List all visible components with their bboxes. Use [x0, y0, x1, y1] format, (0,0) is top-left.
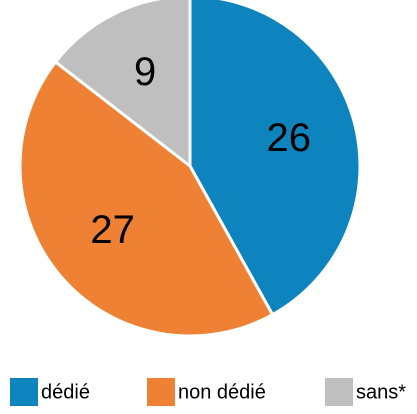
- data-label: 26: [266, 116, 311, 160]
- data-label: 27: [90, 208, 135, 252]
- pie-slice: [188, 0, 362, 317]
- legend-swatch: [10, 378, 38, 406]
- pie-slice: [18, 59, 275, 338]
- legend-label: dédié: [41, 381, 90, 403]
- legend-label: non dédié: [178, 381, 266, 403]
- data-label: 9: [134, 50, 156, 94]
- legend-swatch: [325, 378, 353, 406]
- legend-swatch: [147, 378, 175, 406]
- pie-slice: [53, 0, 192, 170]
- legend-label: sans*: [356, 381, 406, 403]
